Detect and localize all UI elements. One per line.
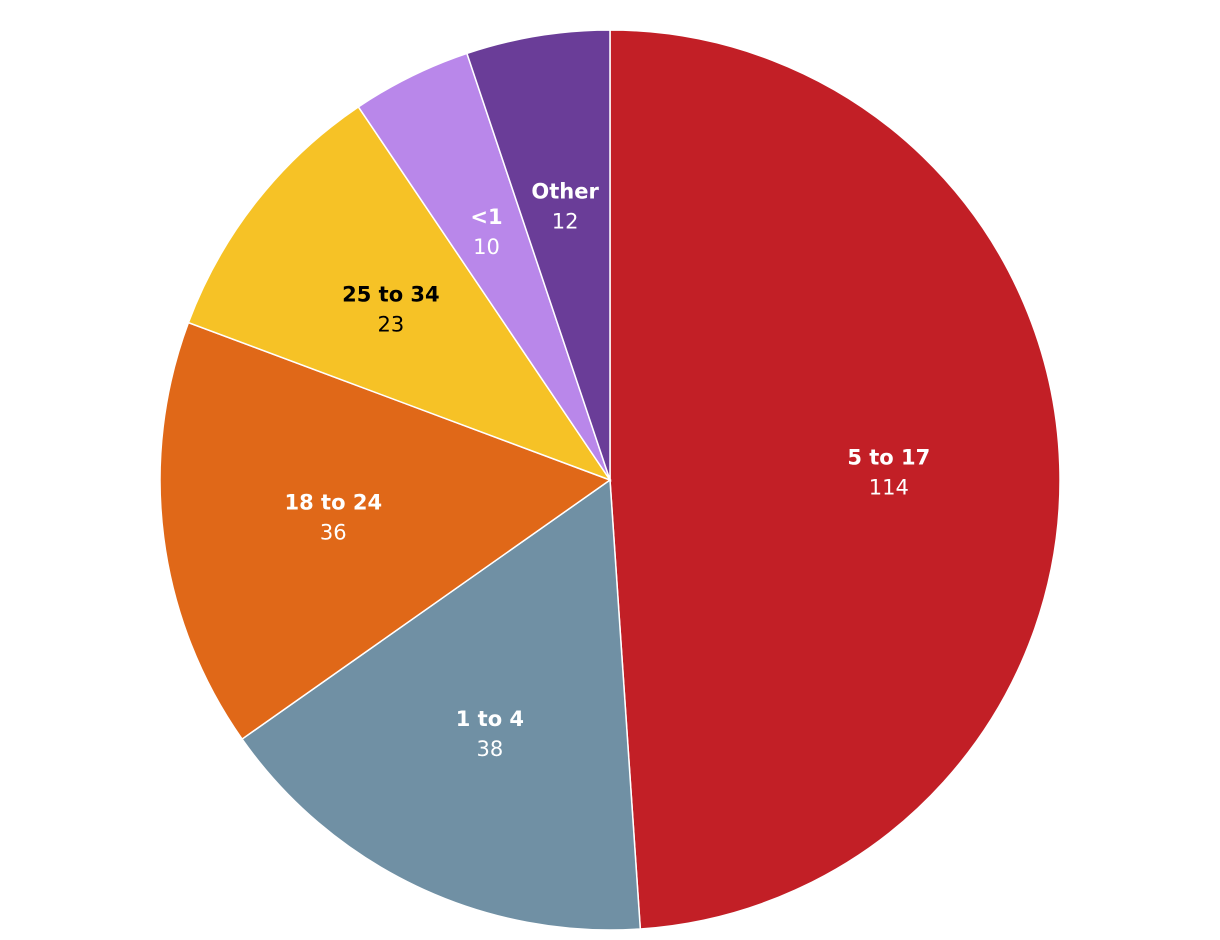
slice-label-other: Other [531,180,599,204]
slice-label-25-to-34: 25 to 34 [342,282,440,306]
slice-value-5-to-17: 114 [869,476,909,500]
slice-other [465,29,611,481]
slice-value-18-to-24: 36 [320,521,347,545]
slice-label-18-to-24: 18 to 24 [285,491,383,515]
pie-slices [159,29,1061,931]
slice-1-to-4 [241,478,642,931]
slice-value-1-to-4: 38 [477,737,504,761]
slice-label-5-to-17: 5 to 17 [847,446,930,470]
slice-label-1-to-4: 1 to 4 [456,707,524,731]
slice-value-other: 12 [552,210,579,234]
slice-25-to-34 [187,105,612,482]
slice-18-to-24 [159,321,612,741]
slice-value-under-1: 10 [473,235,500,259]
slice-label-under-1: <1 [470,205,502,229]
slice-5-to-17 [609,29,1061,930]
slice-value-25-to-34: 23 [378,312,405,336]
pie-labels: 5 to 17 114 1 to 4 38 18 to 24 36 25 to 34 23 <1… [285,180,931,761]
